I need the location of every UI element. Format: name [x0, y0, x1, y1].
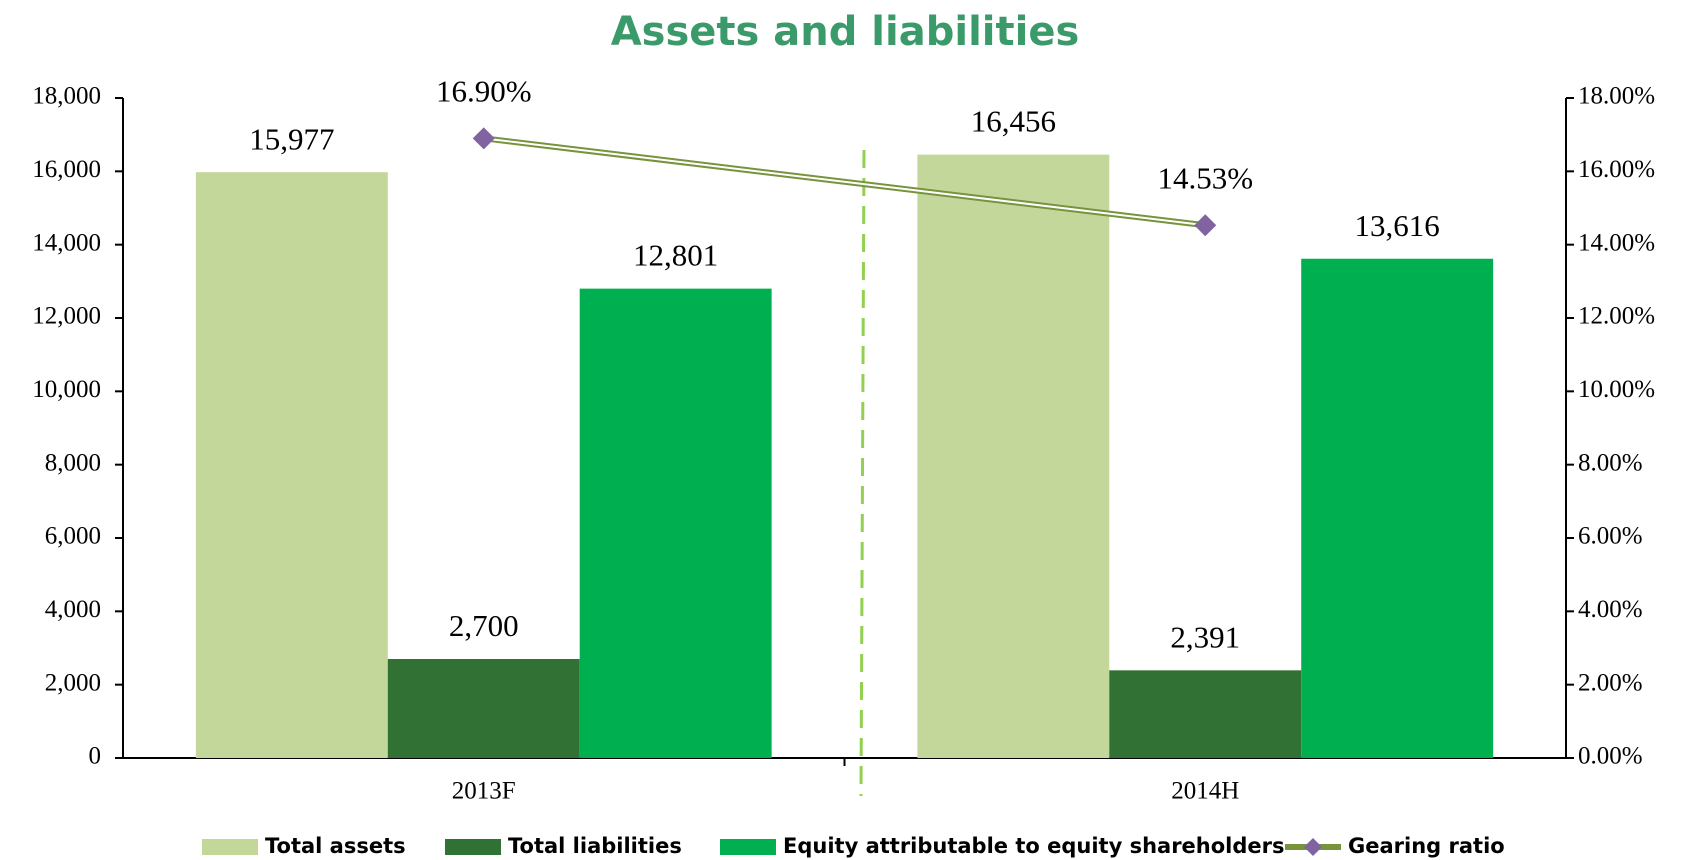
legend-label: Total liabilities — [508, 834, 682, 858]
y2-tick-label: 10.00% — [1578, 376, 1655, 403]
y-tick-label: 10,000 — [32, 376, 101, 403]
marker — [1194, 214, 1217, 237]
y-tick-label: 16,000 — [32, 156, 101, 183]
y-tick-label: 18,000 — [32, 83, 101, 110]
divider — [859, 149, 866, 797]
legend-label: Gearing ratio — [1348, 834, 1505, 858]
bar — [1109, 670, 1302, 758]
y-tick-label: 8,000 — [45, 449, 101, 476]
y2-tick-label: 14.00% — [1578, 229, 1655, 256]
legend-swatch — [202, 839, 258, 855]
bar-value-label: 15,977 — [249, 121, 334, 156]
legend-label: Total assets — [265, 834, 406, 858]
bar — [195, 172, 388, 759]
y2-tick-label: 0.00% — [1578, 743, 1643, 770]
x-tick-label: 2013F — [452, 778, 516, 805]
bar — [1301, 258, 1494, 758]
bar-value-label: 13,616 — [1355, 208, 1440, 243]
legend-marker — [1304, 838, 1322, 856]
legend-swatch — [445, 839, 501, 855]
bar — [917, 154, 1110, 758]
y2-tick-label: 2.00% — [1578, 669, 1643, 696]
y-tick-label: 2,000 — [45, 669, 101, 696]
bar-value-label: 12,801 — [633, 238, 718, 273]
y2-tick-label: 6.00% — [1578, 523, 1643, 550]
y2-tick-label: 8.00% — [1578, 449, 1643, 476]
y2-tick-label: 18.00% — [1578, 83, 1655, 110]
bar-value-label: 16,456 — [971, 104, 1056, 139]
y2-tick-label: 16.00% — [1578, 156, 1655, 183]
legend-label: Equity attributable to equity shareholde… — [783, 834, 1285, 858]
line-value-label: 16.90% — [436, 73, 532, 108]
line-inner — [483, 137, 1206, 227]
marker — [472, 127, 495, 150]
bar-value-label: 2,700 — [449, 608, 519, 643]
bar — [579, 288, 772, 758]
y-tick-label: 6,000 — [45, 523, 101, 550]
line-value-label: 14.53% — [1157, 160, 1253, 195]
y2-tick-label: 12.00% — [1578, 303, 1655, 330]
y2-tick-label: 4.00% — [1578, 596, 1643, 623]
chart-title: Assets and liabilities — [611, 9, 1080, 55]
legend-swatch — [720, 839, 776, 855]
bar — [387, 659, 580, 758]
y-tick-label: 4,000 — [45, 596, 101, 623]
x-tick-label: 2014H — [1171, 778, 1239, 805]
bar-value-label: 2,391 — [1170, 619, 1240, 654]
y-tick-label: 12,000 — [32, 303, 101, 330]
y-tick-label: 0 — [89, 743, 102, 770]
y-tick-label: 14,000 — [32, 229, 101, 256]
